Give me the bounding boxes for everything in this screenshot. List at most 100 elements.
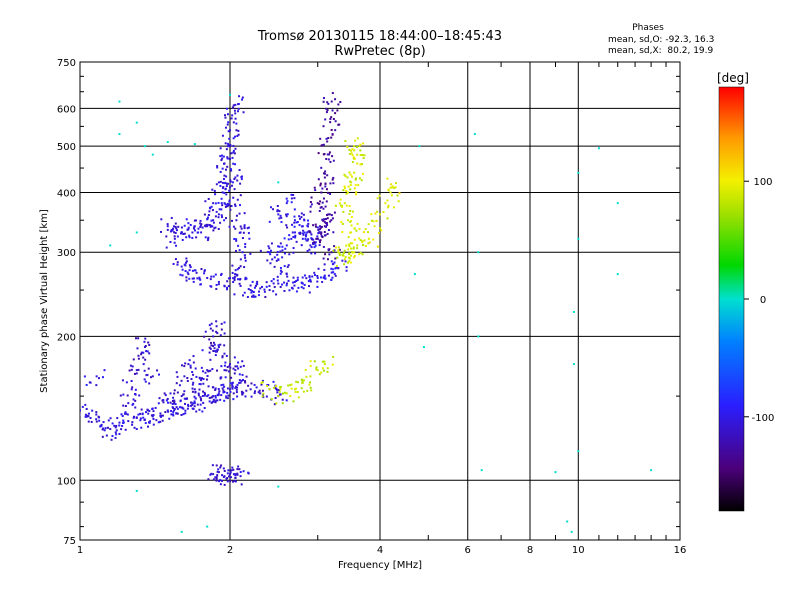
data-point <box>149 420 152 423</box>
data-point <box>131 423 134 426</box>
data-point <box>209 285 212 288</box>
data-point <box>191 269 194 272</box>
data-point <box>102 427 105 430</box>
data-point <box>387 188 390 191</box>
data-point <box>324 225 327 228</box>
data-point <box>241 360 244 363</box>
data-point <box>271 258 274 261</box>
data-point <box>272 208 275 211</box>
data-point <box>346 219 349 222</box>
data-point <box>343 202 346 205</box>
data-point <box>281 392 284 395</box>
data-point <box>226 280 229 283</box>
data-point <box>216 350 219 353</box>
data-point <box>300 244 303 247</box>
data-point <box>142 363 145 366</box>
data-point <box>140 353 143 356</box>
data-point <box>324 253 327 256</box>
data-point <box>240 178 243 181</box>
data-point <box>324 221 327 224</box>
y-axis-label: Stationary phase Virtual Height [km] <box>39 209 50 393</box>
data-point <box>224 217 227 220</box>
data-point <box>301 381 304 384</box>
data-point <box>200 379 203 382</box>
data-point <box>343 263 346 266</box>
data-point <box>310 252 313 255</box>
data-point <box>182 407 185 410</box>
data-point <box>223 191 226 194</box>
data-point <box>279 393 282 396</box>
data-point <box>209 327 212 330</box>
data-point <box>272 380 275 383</box>
data-point <box>225 477 228 480</box>
data-point <box>194 391 197 394</box>
data-point <box>276 253 279 256</box>
y-tick-label: 200 <box>57 332 76 343</box>
data-point <box>184 412 187 415</box>
data-point <box>341 230 344 233</box>
data-point <box>308 275 311 278</box>
data-point <box>103 369 106 372</box>
data-point <box>219 466 222 469</box>
data-point <box>223 352 226 355</box>
data-point <box>338 248 341 251</box>
data-point <box>150 414 153 417</box>
data-point <box>313 242 316 245</box>
data-point <box>266 385 269 388</box>
data-point <box>224 181 227 184</box>
data-point <box>138 394 141 397</box>
data-point <box>164 411 167 414</box>
data-point <box>181 268 184 271</box>
data-point <box>276 209 279 212</box>
data-point <box>223 390 226 393</box>
data-point <box>240 483 243 486</box>
data-point <box>350 152 353 155</box>
data-point <box>200 223 203 226</box>
data-point <box>236 174 239 177</box>
x-tick-label: 2 <box>227 545 233 556</box>
data-point <box>151 407 154 410</box>
data-point <box>216 399 219 402</box>
data-point <box>318 244 321 247</box>
data-point <box>152 417 155 420</box>
data-point <box>386 217 389 220</box>
data-point <box>261 395 264 398</box>
data-point <box>212 221 215 224</box>
data-point <box>213 343 216 346</box>
data-point <box>171 229 174 232</box>
data-point <box>226 480 229 483</box>
data-point <box>139 417 142 420</box>
data-point <box>145 350 148 353</box>
data-point <box>219 221 222 224</box>
data-point <box>182 413 185 416</box>
data-point <box>214 273 217 276</box>
data-point <box>319 184 322 187</box>
data-point <box>220 376 223 379</box>
data-point <box>175 229 178 232</box>
data-point <box>309 365 312 368</box>
data-point <box>322 219 325 222</box>
data-point <box>413 273 416 276</box>
data-point <box>265 281 268 284</box>
data-point <box>250 382 253 385</box>
data-point <box>291 231 294 234</box>
data-point <box>344 260 347 263</box>
data-point <box>247 226 250 229</box>
data-point <box>306 249 309 252</box>
data-point <box>323 220 326 223</box>
data-point <box>220 208 223 211</box>
data-point <box>285 197 288 200</box>
data-point <box>174 258 177 261</box>
data-point <box>159 412 162 415</box>
data-point <box>235 122 238 125</box>
x-tick-labels: 1 2 4 6 8 10 16 <box>77 545 687 556</box>
data-point <box>286 265 289 268</box>
data-point <box>166 409 169 412</box>
data-point <box>301 237 304 240</box>
data-point <box>190 401 193 404</box>
data-point <box>106 426 109 429</box>
data-point <box>333 261 336 264</box>
data-point <box>229 179 232 182</box>
data-point <box>172 396 175 399</box>
data-point <box>323 172 326 175</box>
